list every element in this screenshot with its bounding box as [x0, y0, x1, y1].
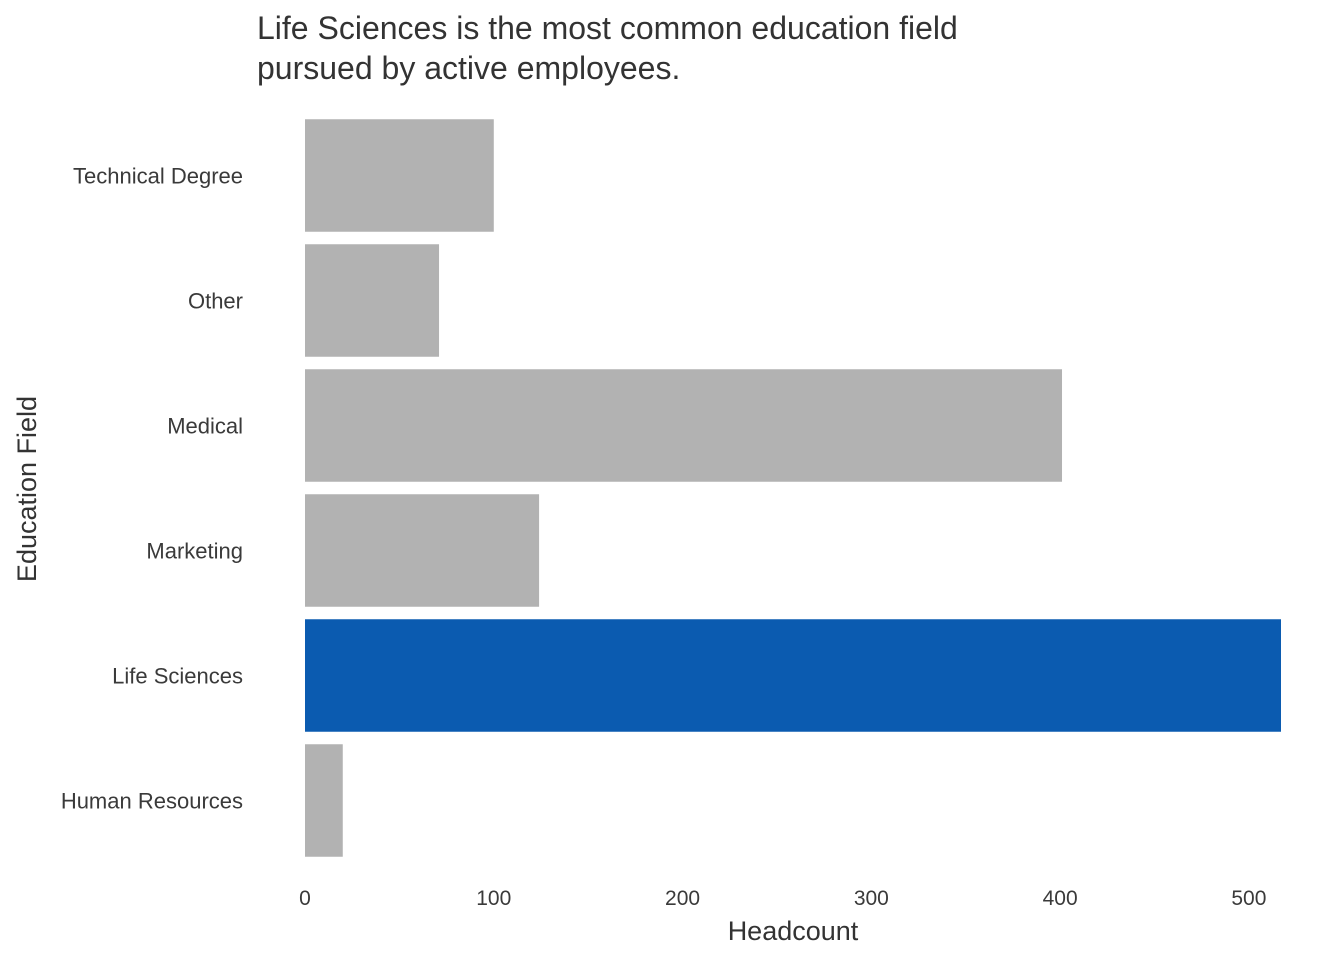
category-label-other: Other	[188, 289, 243, 314]
chart-title-line-1: Life Sciences is the most common educati…	[257, 10, 958, 46]
x-tick-label-400: 400	[1043, 887, 1078, 910]
x-tick-label-0: 0	[299, 887, 311, 910]
x-tick-label-100: 100	[476, 887, 511, 910]
x-axis-title: Headcount	[728, 916, 859, 946]
category-label-medical: Medical	[167, 414, 243, 439]
x-tick-labels: 0 100 200 300 400 500	[299, 887, 1266, 910]
x-tick-label-500: 500	[1231, 887, 1266, 910]
bar-marketing	[305, 494, 540, 607]
y-axis-title: Education Field	[12, 396, 42, 582]
x-tick-label-300: 300	[854, 887, 889, 910]
bar-life-sciences	[305, 619, 1281, 732]
bars-group	[305, 119, 1281, 857]
bar-medical	[305, 369, 1063, 482]
chart-title-line-2: pursued by active employees.	[257, 50, 680, 86]
category-label-technical-degree: Technical Degree	[73, 164, 243, 189]
category-label-marketing: Marketing	[146, 539, 243, 564]
category-label-human-resources: Human Resources	[61, 789, 243, 814]
category-labels: Human Resources Life Sciences Marketing Med…	[61, 164, 243, 814]
bar-human-resources	[305, 744, 343, 857]
bar-technical-degree	[305, 119, 494, 232]
category-label-life-sciences: Life Sciences	[112, 664, 243, 689]
bar-other	[305, 244, 440, 357]
x-tick-label-200: 200	[665, 887, 700, 910]
